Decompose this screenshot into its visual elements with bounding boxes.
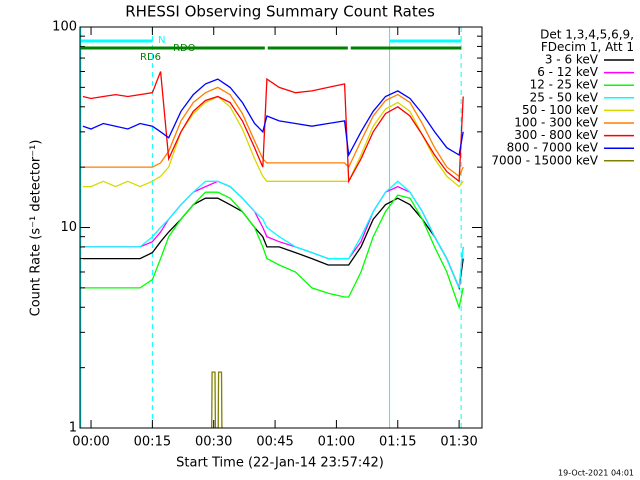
legend-label: 800 - 7000 keV	[507, 141, 599, 155]
legend-label: 100 - 300 keV	[514, 116, 598, 130]
x-tick-label: 00:30	[195, 435, 232, 450]
series-line	[211, 371, 223, 428]
footer: 19-Oct-2021 04:01	[558, 469, 634, 478]
flag-label: N	[158, 35, 165, 46]
legend-label: 6 - 12 keV	[537, 65, 599, 79]
legend-label: 7000 - 15000 keV	[491, 153, 598, 167]
y-tick-label: 1	[69, 421, 77, 436]
x-tick-label: 01:00	[318, 435, 355, 450]
annotation: RD6	[140, 52, 161, 63]
series-line	[82, 180, 464, 289]
series-line	[82, 191, 464, 310]
series-line	[82, 180, 464, 289]
chart-title: RHESSI Observing Summary Count Rates	[125, 3, 435, 21]
legend-header: Det 1,3,4,5,6,9,	[540, 28, 634, 42]
legend-label: 50 - 100 keV	[522, 103, 599, 117]
legend-label: 25 - 50 keV	[530, 90, 599, 104]
flag-label: RDO	[173, 43, 196, 54]
x-tick-label: 00:15	[134, 435, 171, 450]
x-tick-label: 01:30	[440, 435, 477, 450]
series-line	[82, 95, 464, 188]
series-line	[82, 78, 464, 158]
y-tick-label: 10	[60, 220, 77, 235]
legend-label: 300 - 800 keV	[514, 128, 598, 142]
plot-area	[80, 27, 464, 428]
legend-label: 12 - 25 keV	[530, 78, 599, 92]
x-axis-label: Start Time (22-Jan-14 23:57:42)	[176, 456, 384, 471]
legend-label: 3 - 6 keV	[545, 53, 599, 67]
y-tick-label: 100	[52, 20, 77, 35]
series-line	[82, 86, 464, 178]
x-tick-label: 01:15	[379, 435, 416, 450]
series-line	[82, 197, 464, 291]
x-tick-label: 00:00	[72, 435, 109, 450]
legend-header: FDecim 1, Att 1	[541, 40, 634, 54]
x-tick-label: 00:45	[256, 435, 293, 450]
y-axis-label: Count Rate (s⁻¹ detector⁻¹)	[29, 140, 44, 317]
